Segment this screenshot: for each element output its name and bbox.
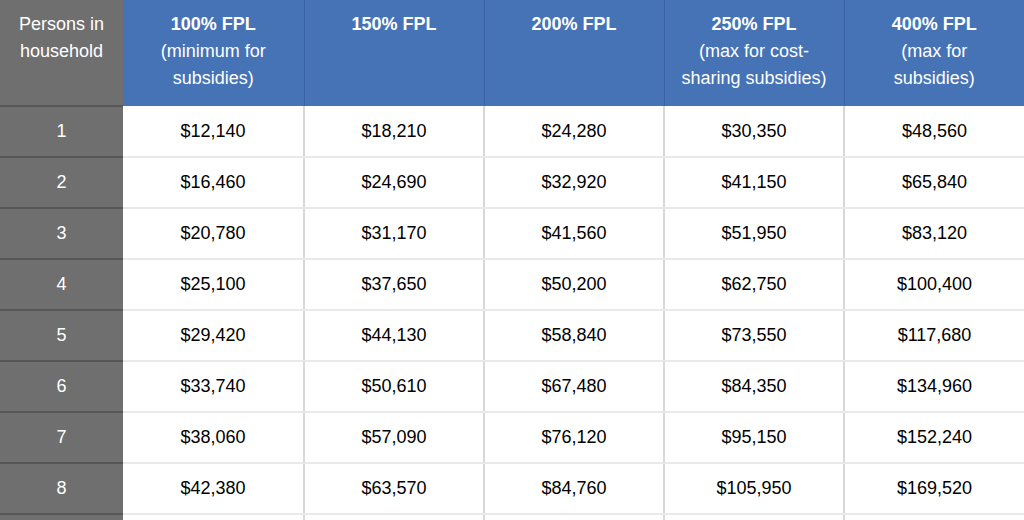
table-cell: $67,480 <box>484 361 664 412</box>
table-cell: $16,460 <box>123 157 304 208</box>
table-cell: $100,400 <box>844 259 1024 310</box>
column-header-200-fpl: 200% FPL <box>484 0 664 106</box>
header-row: Persons in household 100% FPL (minimum f… <box>0 0 1024 106</box>
table-row: 8 $42,380 $63,570 $84,760 $105,950 $169,… <box>0 463 1024 514</box>
column-header-subtitle: (minimum for subsidies) <box>151 38 275 92</box>
table-cell: $169,520 <box>844 463 1024 514</box>
table-cell: $57,090 <box>304 412 484 463</box>
table-cell: $12,140 <box>123 106 304 157</box>
table-cell: $41,560 <box>484 208 664 259</box>
table-cell: $83,120 <box>844 208 1024 259</box>
table-cell: $18,210 <box>304 106 484 157</box>
table-row: 1 $12,140 $18,210 $24,280 $30,350 $48,56… <box>0 106 1024 157</box>
table-row: 7 $38,060 $57,090 $76,120 $95,150 $152,2… <box>0 412 1024 463</box>
table-cell <box>123 514 304 520</box>
table-cell: $42,380 <box>123 463 304 514</box>
column-header-subtitle: (max for cost-sharing subsidies) <box>673 38 835 92</box>
table-row: 3 $20,780 $31,170 $41,560 $51,950 $83,12… <box>0 208 1024 259</box>
table-cell: $117,680 <box>844 310 1024 361</box>
table-cell: $24,280 <box>484 106 664 157</box>
corner-header-persons-in-household: Persons in household <box>0 0 123 106</box>
table-cell: $63,570 <box>304 463 484 514</box>
table-row: 4 $25,100 $37,650 $50,200 $62,750 $100,4… <box>0 259 1024 310</box>
table-cell: $65,840 <box>844 157 1024 208</box>
table-cell: $33,740 <box>123 361 304 412</box>
row-header-persons: 8 <box>0 463 123 514</box>
fpl-table: Persons in household 100% FPL (minimum f… <box>0 0 1024 520</box>
column-header-title: 100% FPL <box>123 11 304 38</box>
table-cell: $41,150 <box>664 157 844 208</box>
table-cell: $51,950 <box>664 208 844 259</box>
table-row: 6 $33,740 $50,610 $67,480 $84,350 $134,9… <box>0 361 1024 412</box>
row-header-persons: 2 <box>0 157 123 208</box>
row-header-persons <box>0 514 123 520</box>
column-header-title: 400% FPL <box>845 11 1024 38</box>
column-header-subtitle: (max for subsidies) <box>872 38 996 92</box>
column-header-250-fpl: 250% FPL (max for cost-sharing subsidies… <box>664 0 844 106</box>
table-cell: $73,550 <box>664 310 844 361</box>
table-cell: $48,560 <box>844 106 1024 157</box>
table-cell <box>664 514 844 520</box>
column-header-100-fpl: 100% FPL (minimum for subsidies) <box>123 0 304 106</box>
table-cell: $50,610 <box>304 361 484 412</box>
table-cell: $44,130 <box>304 310 484 361</box>
row-header-persons: 6 <box>0 361 123 412</box>
table-cell <box>484 514 664 520</box>
table-cell: $29,420 <box>123 310 304 361</box>
column-header-title: 200% FPL <box>485 11 664 38</box>
table-cell: $37,650 <box>304 259 484 310</box>
table-row: 2 $16,460 $24,690 $32,920 $41,150 $65,84… <box>0 157 1024 208</box>
table-cell: $134,960 <box>844 361 1024 412</box>
table-row-clipped <box>0 514 1024 520</box>
table-cell: $62,750 <box>664 259 844 310</box>
table-cell: $38,060 <box>123 412 304 463</box>
column-header-title: 150% FPL <box>305 11 484 38</box>
row-header-persons: 3 <box>0 208 123 259</box>
table-cell: $84,350 <box>664 361 844 412</box>
table-cell: $84,760 <box>484 463 664 514</box>
table-cell: $58,840 <box>484 310 664 361</box>
table-cell <box>844 514 1024 520</box>
table-cell: $30,350 <box>664 106 844 157</box>
table-cell: $31,170 <box>304 208 484 259</box>
table-cell: $76,120 <box>484 412 664 463</box>
table-cell: $152,240 <box>844 412 1024 463</box>
table-cell: $24,690 <box>304 157 484 208</box>
table-cell: $105,950 <box>664 463 844 514</box>
table-cell: $50,200 <box>484 259 664 310</box>
table-cell: $32,920 <box>484 157 664 208</box>
row-header-persons: 4 <box>0 259 123 310</box>
table-cell: $95,150 <box>664 412 844 463</box>
column-header-title: 250% FPL <box>665 11 844 38</box>
row-header-persons: 7 <box>0 412 123 463</box>
table-cell <box>304 514 484 520</box>
table-cell: $20,780 <box>123 208 304 259</box>
table-row: 5 $29,420 $44,130 $58,840 $73,550 $117,6… <box>0 310 1024 361</box>
column-header-150-fpl: 150% FPL <box>304 0 484 106</box>
row-header-persons: 1 <box>0 106 123 157</box>
fpl-table-container: Persons in household 100% FPL (minimum f… <box>0 0 1024 520</box>
column-header-400-fpl: 400% FPL (max for subsidies) <box>844 0 1024 106</box>
row-header-persons: 5 <box>0 310 123 361</box>
table-cell: $25,100 <box>123 259 304 310</box>
